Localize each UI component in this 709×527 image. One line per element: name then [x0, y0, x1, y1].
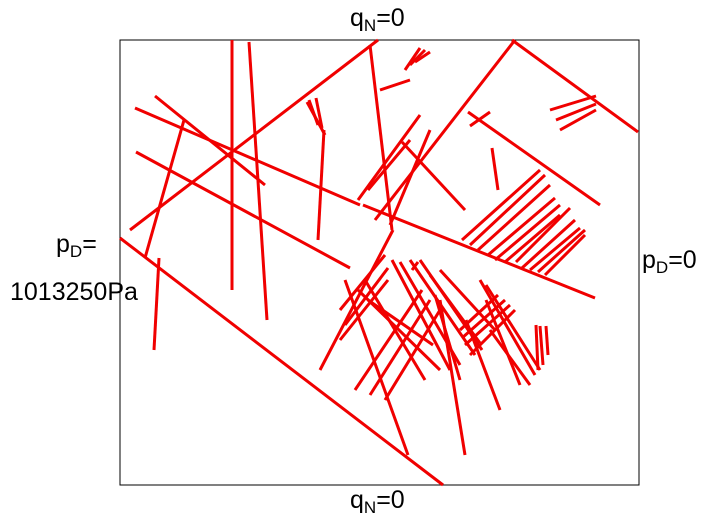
fracture-line [366, 139, 412, 191]
fracture-line [135, 150, 351, 270]
fracture-line [356, 114, 422, 201]
fracture-line [410, 261, 420, 271]
fracture-line [363, 279, 427, 381]
fracture-line [316, 129, 326, 241]
fracture-line [379, 78, 411, 92]
fracture-line [514, 206, 572, 264]
fracture-line [403, 47, 422, 71]
fracture-line [154, 94, 266, 187]
fracture-line [487, 196, 556, 257]
fracture-line [488, 329, 532, 386]
fracture-line [468, 173, 547, 247]
fracture-line [476, 183, 552, 252]
fracture-line [383, 309, 442, 401]
fracture-line [529, 226, 581, 272]
fracture-set [119, 38, 639, 487]
top-boundary-label: qN=0 [350, 4, 405, 35]
fracture-line [555, 102, 597, 122]
fracture-line [367, 298, 434, 347]
fracture-line [438, 299, 467, 456]
fracture-line [338, 254, 387, 311]
fracture-line [353, 289, 424, 391]
fracture-line [484, 284, 542, 371]
fracture-line [544, 325, 550, 356]
fracture-line [119, 236, 444, 487]
fracture-line [460, 168, 542, 242]
fracture-line [464, 319, 502, 411]
fracture-line [559, 108, 597, 132]
fracture-line [537, 228, 586, 274]
fracture-line [408, 48, 427, 67]
fracture-line [143, 119, 186, 259]
fracture-line [484, 299, 522, 386]
fracture-line [400, 140, 467, 212]
domain-frame [119, 39, 640, 486]
fracture-line [543, 233, 587, 277]
fracture-line [362, 203, 596, 300]
fracture-line [494, 203, 561, 262]
fracture-line [467, 110, 601, 207]
fracture-line [538, 325, 545, 366]
fracture-line [388, 129, 432, 226]
fracture-line [368, 299, 432, 396]
fracture-line [247, 41, 269, 321]
fracture-line [338, 279, 390, 341]
fracture-line [478, 279, 537, 376]
right-boundary-label: pD=0 [642, 246, 697, 277]
bottom-boundary-label: qN=0 [350, 486, 405, 517]
fracture-line [307, 99, 320, 126]
fracture-line [314, 97, 324, 129]
fracture-line [414, 50, 431, 64]
fracture-line [504, 213, 561, 264]
fracture-line [520, 218, 577, 270]
fracture-line [490, 147, 500, 191]
fracture-line [438, 268, 497, 332]
fracture-line [343, 279, 410, 456]
fracture-line [152, 257, 161, 351]
left-boundary-value: 1013250Pa [10, 278, 138, 306]
fracture-line [134, 106, 361, 207]
fracture-line [368, 44, 394, 231]
fracture-line [549, 94, 597, 112]
fracture-line [511, 38, 639, 134]
fracture-line [534, 324, 540, 371]
fracture-line [373, 39, 517, 221]
fracture-line [318, 229, 395, 371]
left-boundary-label: pD= [56, 230, 97, 261]
